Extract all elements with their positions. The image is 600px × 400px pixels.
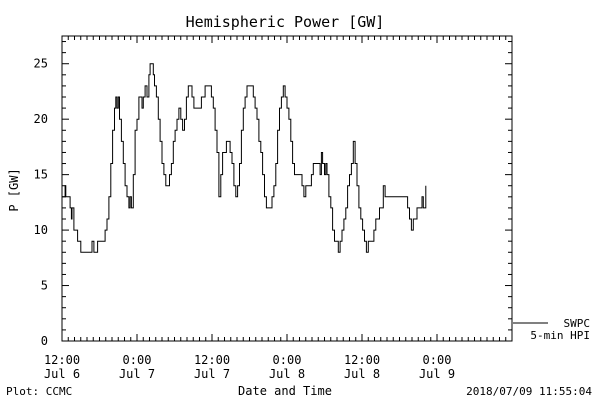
x-tick-time-label: 0:00	[273, 353, 302, 367]
legend-entry-swpc: SWPC	[564, 317, 591, 330]
y-tick-label: 20	[34, 112, 48, 126]
legend-entry-hpi: 5-min HPI	[530, 329, 590, 342]
hpi-series-line-0	[62, 63, 427, 253]
plot-credit: Plot: CCMC	[6, 385, 72, 398]
y-tick-label: 10	[34, 223, 48, 237]
legend: SWPC 5-min HPI	[513, 317, 590, 342]
x-tick-date-label: Jul 7	[194, 367, 230, 381]
y-tick-label: 0	[41, 334, 48, 348]
x-tick-time-label: 12:00	[344, 353, 380, 367]
y-axis: 0 5 10 15 20 25	[34, 41, 512, 348]
x-tick-date-label: Jul 6	[44, 367, 80, 381]
y-tick-label: 25	[34, 57, 48, 71]
plot-timestamp: 2018/07/09 11:55:04	[466, 385, 592, 398]
x-tick-time-label: 0:00	[423, 353, 452, 367]
x-tick-date-label: Jul 9	[419, 367, 455, 381]
plot-frame	[61, 35, 513, 342]
y-tick-label: 15	[34, 168, 48, 182]
x-tick-date-label: Jul 8	[269, 367, 305, 381]
x-tick-time-label: 0:00	[123, 353, 152, 367]
x-tick-date-label: Jul 7	[119, 367, 155, 381]
chart-title: Hemispheric Power [GW]	[186, 13, 385, 31]
x-tick-date-label: Jul 8	[344, 367, 380, 381]
series-group	[62, 63, 427, 253]
y-axis-label: P [GW]	[7, 168, 21, 211]
y-tick-label: 5	[41, 279, 48, 293]
x-axis-label: Date and Time	[238, 384, 332, 398]
x-tick-time-label: 12:00	[44, 353, 80, 367]
x-tick-time-label: 12:00	[194, 353, 230, 367]
